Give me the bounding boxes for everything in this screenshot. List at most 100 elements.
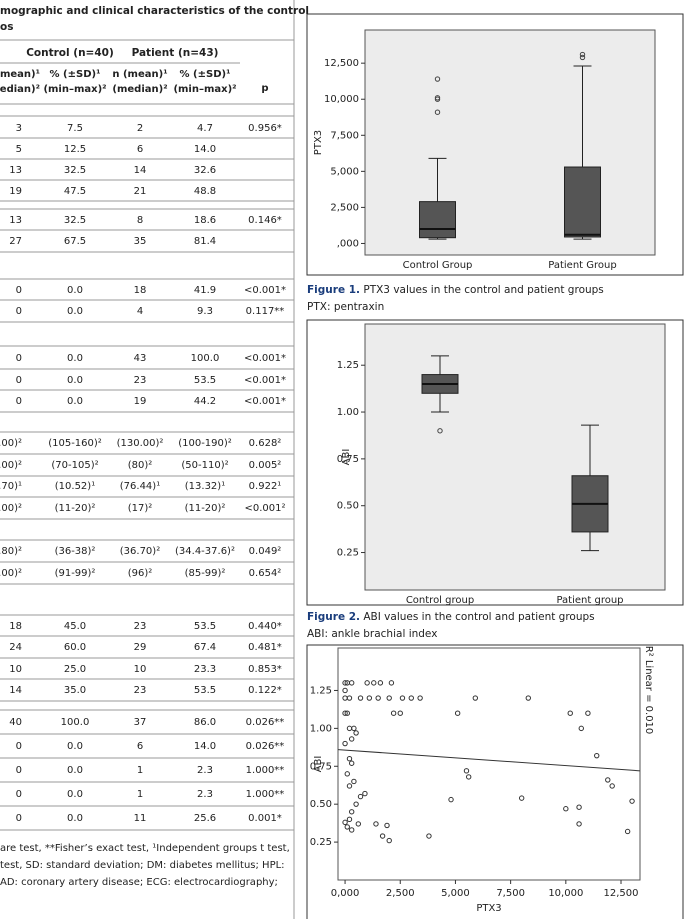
caption-note: ABI: ankle brachial index: [307, 628, 437, 640]
table-cell: 14.0: [194, 741, 216, 752]
point: [362, 790, 368, 797]
table-cell: (100-190)²: [178, 438, 232, 449]
table-cell: <0.001*: [244, 353, 286, 364]
table-cell: 0.0: [67, 765, 83, 776]
point: [355, 821, 362, 827]
table-cell: (76.44)¹: [120, 481, 160, 492]
point: [585, 710, 591, 716]
x-tick-label: 7,500: [496, 888, 525, 899]
outlier: [579, 51, 586, 58]
column-header: % (±SD)¹: [50, 69, 101, 80]
table-footnote: are test, **Fisher’s exact test, ¹Indepe…: [0, 843, 290, 854]
table-cell: 24: [9, 642, 22, 653]
table-cell: 11: [134, 813, 147, 824]
table-cell: 0.440*: [248, 621, 282, 632]
box: [419, 201, 456, 239]
point: [375, 695, 381, 701]
y-tick-label: 2,500: [330, 202, 359, 213]
table-cell: 41.9: [194, 285, 216, 296]
outlier: [579, 54, 586, 61]
point: [576, 821, 582, 827]
table-cell: (10.52)¹: [55, 481, 95, 492]
table-cell: 0.0: [67, 353, 83, 364]
point: [465, 774, 472, 780]
caption-note: PTX: pentraxin: [307, 301, 384, 313]
y-axis-label: PTX3: [313, 130, 324, 155]
table-cell: 32.5: [64, 165, 86, 176]
table-cell: 0.0: [67, 306, 83, 317]
plot-area: [364, 29, 656, 256]
table-cell: 48.8: [194, 186, 216, 197]
point: [342, 687, 348, 694]
point: [426, 833, 432, 839]
table-cell: 0.001*: [248, 813, 282, 824]
y-tick-label: 1.00: [337, 407, 359, 418]
table-cell: <0.001²: [244, 503, 285, 514]
table-cell: 53.5: [194, 621, 216, 632]
caption-text: PTX3 values in the control and patient g…: [363, 284, 603, 296]
point: [472, 695, 479, 701]
point: [348, 680, 355, 686]
point: [344, 771, 350, 777]
table-cell: 6: [137, 741, 143, 752]
table-cell: 0.005²: [249, 460, 282, 471]
table-cell: 13: [9, 215, 22, 226]
table-cell: 0: [16, 306, 22, 317]
table-cell: 0: [16, 765, 22, 776]
point: [371, 680, 377, 686]
point: [379, 833, 386, 839]
table-cell: 37: [134, 717, 147, 728]
table-cell: 0: [16, 375, 22, 386]
outlier: [434, 109, 441, 115]
point: [342, 680, 348, 686]
table-cell: (85-99)²: [185, 568, 226, 579]
caption-text: ABI values in the control and patient gr…: [363, 611, 594, 623]
table-cell: 6: [137, 144, 143, 155]
table-cell: 1.000**: [246, 789, 285, 800]
outlier: [434, 76, 441, 82]
table-cell: 14: [9, 685, 22, 696]
table-cell: 45.0: [64, 621, 86, 632]
y-tick-label: 1.25: [310, 685, 332, 696]
table-cell: 0.0: [67, 741, 83, 752]
table-cell: (11-20)²: [185, 503, 226, 514]
table-cell: 40: [9, 717, 22, 728]
point: [357, 793, 364, 800]
y-tick-label: 0.25: [337, 548, 359, 559]
table-cell: (17)²: [128, 503, 153, 514]
table-cell: <0.001*: [244, 396, 286, 407]
table-cell: 53.5: [194, 375, 216, 386]
table-cell: 0.026**: [246, 741, 285, 752]
x-tick-label: 10,000: [548, 888, 583, 899]
table-cell: 0.117**: [246, 306, 285, 317]
column-header: % (±SD)¹: [180, 69, 231, 80]
table-cell: (36.70)²: [120, 546, 160, 557]
point: [417, 695, 423, 701]
table-cell: 43: [134, 353, 147, 364]
table-cell: 0: [16, 353, 22, 364]
y-tick-label: 0.75: [310, 761, 332, 772]
point: [448, 796, 454, 803]
table-cell: 0.0: [67, 813, 83, 824]
point: [609, 783, 615, 789]
point: [454, 710, 461, 716]
table-cell: 0.628²: [249, 438, 282, 449]
table-cell: 7.5: [67, 123, 83, 134]
x-tick-label: 2,500: [386, 888, 415, 899]
x-tick-label: 5,000: [441, 888, 470, 899]
table-cell: 4.00)²: [0, 503, 22, 514]
column-header: (median)²: [0, 84, 40, 95]
table-cell: 0.481*: [248, 642, 282, 653]
table-cell: 6.80)²: [0, 546, 22, 557]
table-cell: 23.3: [194, 664, 216, 675]
table-cell: 0.122*: [248, 685, 282, 696]
table-cell: (34.4-37.6)²: [175, 546, 235, 557]
table-cell: 67.4: [194, 642, 216, 653]
table-cell: 47.5: [64, 186, 86, 197]
table-cell: (50-110)²: [181, 460, 228, 471]
x-tick-label: Control group: [406, 595, 474, 606]
table-cell: 12.5: [64, 144, 86, 155]
table-cell: 2: [137, 123, 143, 134]
table-cell: 0.853*: [248, 664, 282, 675]
